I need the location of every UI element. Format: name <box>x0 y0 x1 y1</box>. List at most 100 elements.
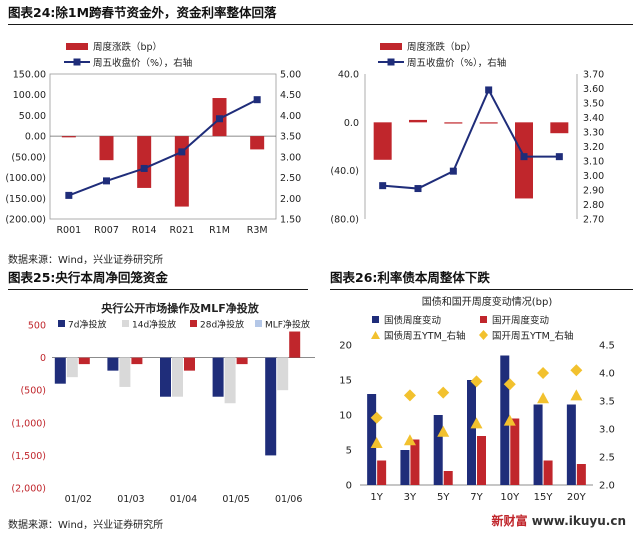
c24b-right-tick-label: 3.00 <box>583 171 604 182</box>
c24b-left-tick-label: (80.0) <box>330 215 359 226</box>
c26-ytm-diamond-marker <box>437 386 450 399</box>
c26-category-label: 7Y <box>470 492 483 503</box>
c25-bar <box>236 357 248 365</box>
c26-left-tick-label: 5 <box>346 446 352 457</box>
c24-category-label: R3M <box>247 225 268 236</box>
chart24-source: 数据来源：Wind，兴业证券研究所 <box>8 255 164 266</box>
c25-bar <box>160 357 171 397</box>
c25-legend-label: 7d净投放 <box>68 319 106 331</box>
c26-bar <box>377 460 387 485</box>
c24b-right-tick-label: 3.40 <box>583 113 604 124</box>
c24-right-tick-label: 4.50 <box>280 90 301 101</box>
chart24-title-rule <box>8 24 633 25</box>
c24-line-marker <box>216 115 223 123</box>
c26-category-label: 1Y <box>370 492 383 503</box>
c24b-line-marker <box>555 153 563 161</box>
watermark-url: www.ikuyu.cn <box>531 514 626 528</box>
c24-right-tick-label: 4.00 <box>280 111 301 122</box>
c24-line-marker <box>103 177 110 185</box>
c24b-right-tick-label: 2.70 <box>583 215 604 226</box>
c24b-right-tick-label: 3.30 <box>583 128 604 139</box>
c24-left-tick-label: 150.00 <box>13 70 46 81</box>
c25-category-label: 01/03 <box>117 494 144 505</box>
c26-left-tick-label: 0 <box>346 481 352 492</box>
c26-chart-title: 国债和国开周度变动情况(bp) <box>422 295 553 308</box>
c26-bar <box>410 439 420 485</box>
c24b-line-marker <box>449 167 457 175</box>
c24-line <box>68 98 258 197</box>
c24-bar <box>137 136 152 188</box>
c26-ytm-diamond-marker <box>470 375 483 388</box>
c26-left-tick-label: 20 <box>339 341 352 352</box>
c26-left-tick-label: 10 <box>339 411 352 422</box>
c24-legend-marker <box>73 58 81 66</box>
c26-legend-label: 国债周五YTM_右轴 <box>384 330 466 342</box>
chart26-title: 图表26:利率债本周整体下跌 <box>330 270 490 285</box>
c25-chart-title: 央行公开市场操作及MLF净投放 <box>101 301 259 315</box>
c24b-left-tick-label: 0.0 <box>344 118 359 129</box>
c24b-left-tick-label: 40.0 <box>338 70 359 81</box>
c24b-right-tick-label: 2.80 <box>583 200 604 211</box>
c24-category-label: R1M <box>209 225 230 236</box>
c25-tick-label: (1,000) <box>11 418 46 429</box>
c24-line-marker <box>140 164 148 172</box>
chart25-title-rule <box>8 289 308 290</box>
c25-category-label: 01/06 <box>275 494 302 505</box>
c25-bar <box>212 357 224 397</box>
c24-category-label: R001 <box>56 225 81 236</box>
c24b-bar <box>373 122 392 160</box>
c26-ytm-triangle-marker <box>470 417 483 429</box>
c26-legend-label: 国开周度变动 <box>492 315 549 327</box>
chart25-title: 图表25:央行本周净回笼资金 <box>8 270 168 285</box>
c24b-right-tick-label: 3.20 <box>583 142 604 153</box>
c24b-bar <box>479 122 498 124</box>
c24-bar <box>250 136 265 150</box>
c26-bar <box>500 355 510 485</box>
c24b-line-marker <box>414 185 422 193</box>
c25-tick-label: (1,500) <box>11 451 46 462</box>
c26-bar <box>510 418 520 485</box>
c26-ytm-triangle-marker <box>570 389 583 401</box>
c24b-legend-label-bar: 周度涨跌（bp） <box>407 41 476 53</box>
c24b-bar <box>444 122 463 124</box>
c26-category-label: 20Y <box>567 492 587 503</box>
c26-bar <box>400 450 410 485</box>
c24b-legend-marker <box>387 58 395 66</box>
c26-ytm-triangle-marker <box>503 414 516 426</box>
c24-right-tick-label: 2.50 <box>280 173 301 184</box>
c26-bar <box>467 380 476 485</box>
c26-right-tick-label: 3.0 <box>599 425 615 436</box>
c24-legend-label-line: 周五收盘价（%），右轴 <box>93 57 192 69</box>
chart25-source: 数据来源：Wind，兴业证券研究所 <box>8 520 164 531</box>
c25-bar <box>277 357 289 391</box>
chart26-title-rule <box>330 289 633 290</box>
c24-right-tick-label: 1.50 <box>280 215 301 226</box>
c25-bar <box>289 331 301 358</box>
c24b-line-marker <box>520 153 528 161</box>
c24b-legend-label-line: 周五收盘价（%），右轴 <box>407 57 506 69</box>
watermark-brand: 新财富 <box>491 514 528 528</box>
c25-legend-label: MLF净投放 <box>265 319 310 331</box>
c24b-line-marker <box>379 182 387 190</box>
c24b-bar <box>515 122 533 199</box>
c25-bar <box>107 357 119 371</box>
c26-bar <box>533 404 543 485</box>
c26-legend-label: 国债周度变动 <box>384 315 441 327</box>
c24-left-tick-label: (150.00) <box>5 194 46 205</box>
c24b-right-tick-label: 3.60 <box>583 84 604 95</box>
c24b-line <box>382 87 560 190</box>
c26-right-tick-label: 4.0 <box>599 369 615 380</box>
c25-bar <box>66 357 78 378</box>
c26-bar <box>566 404 576 485</box>
c24b-left-tick-label: (40.0) <box>330 166 359 177</box>
c24-category-label: R007 <box>94 225 119 236</box>
c25-legend-swatch <box>122 320 129 327</box>
c26-left-tick-label: 15 <box>339 376 352 387</box>
c24-line-marker <box>178 148 186 156</box>
c26-ytm-diamond-marker <box>570 364 583 377</box>
c25-bar <box>131 357 143 365</box>
c26-bar <box>433 415 443 485</box>
c26-category-label: 3Y <box>404 492 417 503</box>
c24-line-marker <box>253 96 261 104</box>
